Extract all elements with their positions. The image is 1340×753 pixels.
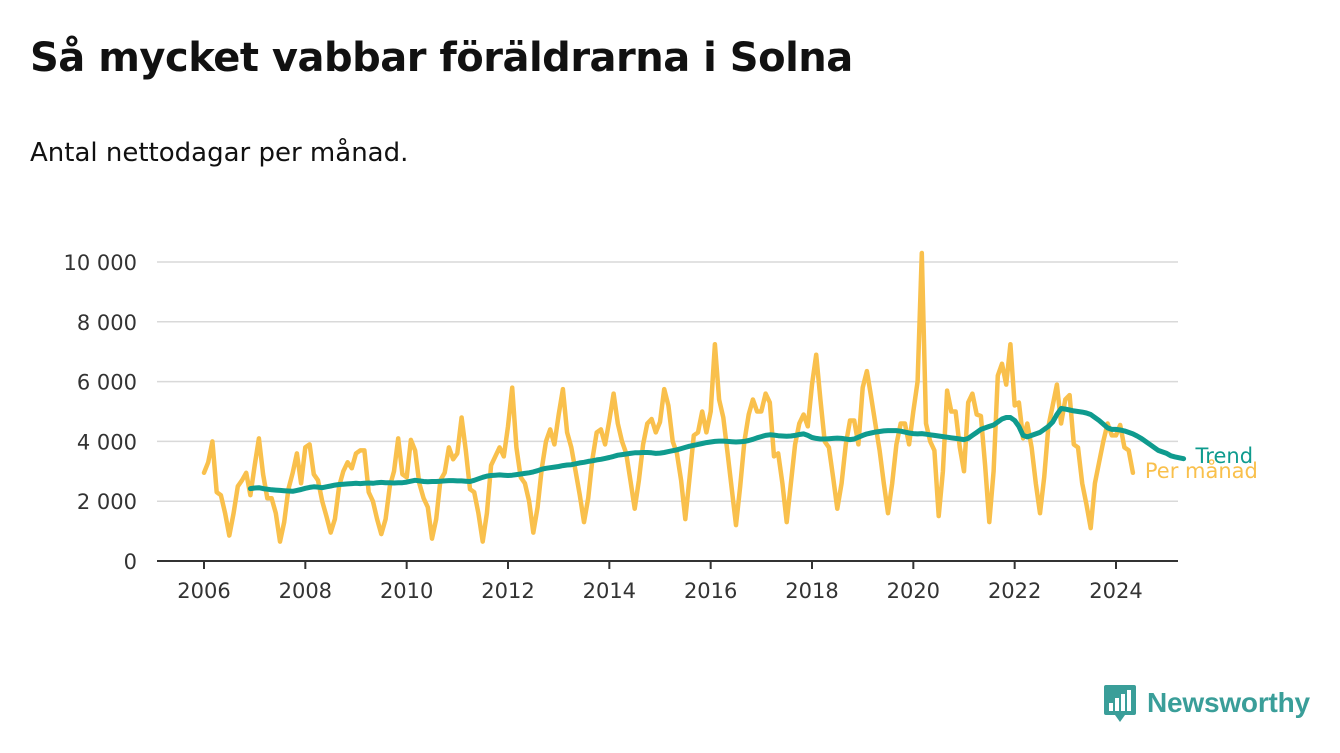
series-line (247, 406, 1187, 494)
page-subtitle: Antal nettodagar per månad. (30, 138, 409, 168)
x-tick-label: 2024 (1089, 579, 1142, 603)
series-label: Per månad (1145, 458, 1258, 483)
x-tick-label: 2020 (887, 579, 940, 603)
x-tick-label: 2012 (481, 579, 534, 603)
x-tick-label: 2022 (988, 579, 1041, 603)
x-axis: 2006 2008 2010 2012 2014 2016 2018 2020 2022 2024 (157, 560, 1178, 603)
y-tick-label: 0 (124, 550, 137, 574)
y-tick-label: 4 000 (77, 430, 137, 454)
x-tick-label: 2016 (684, 579, 737, 603)
y-gridlines (157, 261, 1178, 502)
y-tick-label: 6 000 (77, 371, 137, 395)
x-tick-label: 2018 (785, 579, 838, 603)
y-tick-label: 8 000 (77, 311, 137, 335)
page-title: Så mycket vabbar föräldrarna i Solna (30, 35, 853, 81)
y-axis-ticks: 0 2 000 4 000 6 000 8 000 10 000 (64, 251, 137, 574)
x-tick-label: 2010 (380, 579, 433, 603)
y-tick-label: 2 000 (77, 490, 137, 514)
y-tick-label: 10 000 (64, 251, 137, 275)
x-tick-label: 2014 (583, 579, 636, 603)
newsworthy-logo-icon (1104, 685, 1136, 722)
series-lines (201, 250, 1187, 544)
x-tick-label: 2008 (279, 579, 332, 603)
series-label: Trend (1195, 444, 1253, 468)
x-tick-label: 2006 (177, 579, 230, 603)
newsworthy-logo: Newsworthy (1103, 683, 1310, 723)
brand-name: Newsworthy (1147, 687, 1310, 718)
series-line (201, 250, 1136, 544)
